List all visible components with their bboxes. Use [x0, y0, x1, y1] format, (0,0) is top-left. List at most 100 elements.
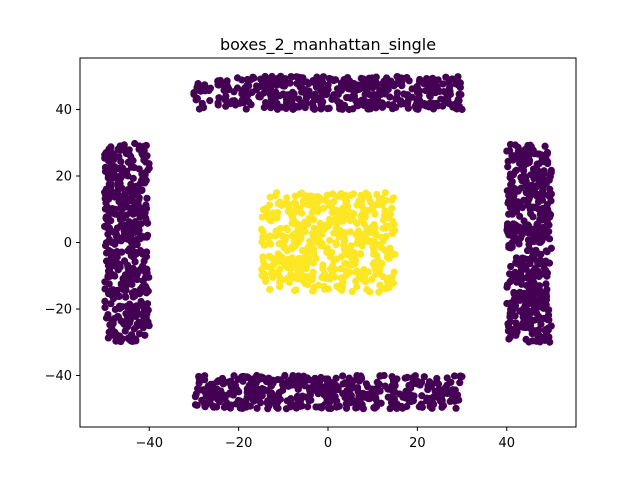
- data-point: [105, 226, 113, 234]
- data-point: [366, 198, 375, 206]
- data-point: [104, 195, 113, 203]
- data-point: [413, 380, 422, 388]
- data-point: [366, 83, 374, 91]
- x-tick-label: 0: [324, 436, 332, 451]
- data-point: [526, 156, 534, 164]
- data-point: [272, 258, 280, 266]
- data-point: [408, 85, 416, 93]
- data-point: [513, 278, 521, 286]
- data-point: [375, 386, 383, 394]
- data-point: [404, 91, 412, 99]
- data-point: [124, 185, 132, 194]
- data-point: [298, 189, 306, 197]
- data-point: [348, 288, 356, 296]
- data-point: [352, 257, 360, 265]
- data-point: [112, 227, 120, 235]
- data-point: [267, 87, 275, 95]
- x-tick-label: −40: [136, 436, 163, 451]
- data-point: [139, 233, 147, 241]
- data-point: [372, 394, 380, 402]
- data-point: [101, 297, 109, 305]
- data-point: [236, 404, 244, 412]
- data-point: [354, 102, 362, 110]
- data-point: [413, 96, 421, 104]
- data-point: [142, 201, 150, 209]
- data-point: [353, 384, 362, 392]
- data-point: [264, 397, 272, 405]
- data-point: [101, 167, 110, 176]
- data-point: [114, 312, 122, 321]
- data-point: [366, 98, 374, 106]
- data-point: [305, 80, 313, 88]
- data-point: [131, 292, 139, 300]
- data-point: [360, 220, 368, 228]
- data-point: [329, 92, 337, 101]
- data-point: [116, 172, 124, 180]
- data-point: [253, 404, 261, 412]
- data-point: [353, 267, 361, 275]
- data-point: [312, 403, 320, 411]
- data-point: [257, 399, 265, 407]
- data-point: [519, 172, 528, 180]
- data-point: [292, 205, 301, 213]
- data-point: [376, 260, 384, 268]
- data-point: [518, 164, 526, 172]
- data-point: [453, 105, 461, 113]
- data-point: [324, 222, 332, 230]
- data-point: [217, 387, 225, 395]
- data-point: [214, 101, 222, 109]
- data-point: [132, 208, 140, 216]
- data-point: [535, 312, 543, 321]
- data-point: [107, 165, 115, 174]
- data-point: [243, 82, 251, 90]
- data-point: [290, 220, 298, 228]
- data-point: [104, 185, 113, 193]
- data-point: [130, 270, 138, 278]
- data-point: [142, 215, 150, 223]
- data-point: [339, 372, 347, 380]
- data-point: [318, 231, 326, 239]
- data-point: [328, 208, 336, 217]
- data-point: [445, 100, 453, 108]
- data-point: [383, 284, 391, 293]
- data-point: [300, 200, 308, 208]
- data-point: [353, 86, 361, 94]
- data-point: [349, 190, 358, 198]
- data-point: [386, 210, 395, 218]
- data-point: [265, 252, 273, 260]
- x-axis: −40 −20 0 20 40: [136, 427, 515, 451]
- cluster-bottom: [191, 371, 466, 413]
- data-point: [393, 89, 401, 97]
- data-point: [309, 268, 317, 276]
- data-point: [438, 401, 447, 409]
- data-point: [542, 301, 550, 309]
- data-point: [306, 215, 314, 223]
- data-point: [109, 260, 117, 269]
- data-point: [350, 210, 358, 218]
- data-point: [127, 204, 135, 212]
- data-point: [102, 257, 111, 265]
- data-point: [388, 204, 396, 212]
- data-point: [127, 309, 136, 318]
- data-point: [503, 222, 511, 231]
- data-point: [435, 385, 443, 393]
- data-point: [122, 310, 130, 318]
- data-point: [270, 392, 278, 400]
- data-point: [368, 74, 376, 82]
- data-point: [531, 264, 539, 273]
- data-point: [266, 232, 274, 240]
- data-point: [510, 295, 519, 303]
- data-point: [353, 239, 362, 248]
- data-point: [310, 93, 318, 102]
- data-point: [272, 401, 280, 409]
- data-point: [259, 253, 267, 261]
- data-point: [545, 176, 553, 184]
- data-point: [517, 154, 525, 162]
- y-tick-label: −40: [45, 369, 72, 384]
- data-point: [325, 404, 333, 412]
- data-point: [404, 104, 412, 112]
- data-point: [363, 285, 371, 294]
- cluster-left: [100, 139, 153, 346]
- data-point: [544, 205, 552, 214]
